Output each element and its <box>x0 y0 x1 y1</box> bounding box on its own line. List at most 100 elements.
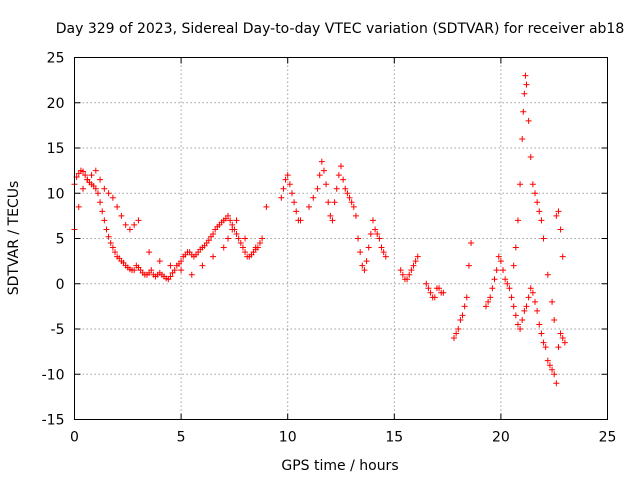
data-point <box>559 253 566 260</box>
data-point <box>404 276 411 283</box>
data-point <box>482 303 489 310</box>
data-point <box>525 117 532 124</box>
data-point <box>534 199 541 206</box>
data-point <box>220 244 227 251</box>
data-point <box>109 244 116 251</box>
data-point <box>329 217 336 224</box>
y-tick-labels: -15 -10 -5 0 5 10 15 20 25 <box>42 51 65 429</box>
data-point <box>242 249 249 256</box>
plot-frame <box>74 57 608 420</box>
data-point <box>239 244 246 251</box>
data-point <box>229 226 236 233</box>
data-point <box>357 249 364 256</box>
data-point <box>227 217 234 224</box>
y-tick-label: -5 <box>51 322 65 338</box>
data-point <box>327 212 334 219</box>
data-point <box>529 181 536 188</box>
data-point <box>557 330 564 337</box>
data-point <box>178 267 185 274</box>
data-point <box>519 135 526 142</box>
data-point <box>318 158 325 165</box>
data-point <box>534 307 541 314</box>
data-point <box>288 190 295 197</box>
data-point <box>525 294 532 301</box>
data-point <box>84 176 91 183</box>
data-point <box>320 167 327 174</box>
data-point <box>333 185 340 192</box>
data-point <box>131 221 138 228</box>
data-point <box>99 208 106 215</box>
data-point <box>536 321 543 328</box>
data-point <box>374 230 381 237</box>
data-point <box>346 194 353 201</box>
data-point <box>225 235 232 242</box>
data-point <box>306 203 313 210</box>
data-point <box>521 307 528 314</box>
data-point <box>520 108 527 115</box>
data-point <box>293 208 300 215</box>
data-point <box>235 235 242 242</box>
data-point <box>517 181 524 188</box>
data-point <box>210 230 217 237</box>
data-point <box>431 294 438 301</box>
data-point <box>118 212 125 219</box>
data-point <box>167 262 174 269</box>
data-point <box>491 276 498 283</box>
data-point <box>363 258 370 265</box>
y-tick-label: 25 <box>47 51 65 67</box>
data-point <box>399 271 406 278</box>
data-point <box>114 203 121 210</box>
data-point <box>101 185 108 192</box>
data-point <box>408 267 415 274</box>
y-tick-label: -15 <box>42 413 65 429</box>
data-point <box>369 217 376 224</box>
data-point <box>495 253 502 260</box>
data-point <box>101 217 108 224</box>
data-point <box>352 212 359 219</box>
data-point <box>325 199 332 206</box>
data-point <box>493 267 500 274</box>
data-point <box>297 217 304 224</box>
data-point <box>463 294 470 301</box>
data-point <box>178 258 185 265</box>
data-point <box>519 316 526 323</box>
data-point <box>233 217 240 224</box>
data-point <box>105 233 112 240</box>
data-point <box>561 339 568 346</box>
data-point <box>278 194 285 201</box>
data-point <box>310 194 317 201</box>
data-point <box>107 240 114 247</box>
data-point <box>167 273 174 280</box>
data-point <box>316 172 323 179</box>
data-point <box>378 244 385 251</box>
data-point <box>367 230 374 237</box>
data-point <box>344 190 351 197</box>
y-tick-label: 10 <box>47 186 65 202</box>
data-point <box>487 294 494 301</box>
data-point <box>523 303 530 310</box>
data-point <box>156 258 163 265</box>
data-point <box>551 371 558 378</box>
y-axis-label: SDTVAR / TECUs <box>6 181 22 296</box>
data-point <box>406 271 413 278</box>
data-point <box>455 326 462 332</box>
data-point <box>527 154 534 161</box>
y-tick-label: 0 <box>56 277 65 293</box>
data-point <box>553 212 560 219</box>
data-point <box>497 258 504 265</box>
data-point <box>521 90 528 97</box>
data-point <box>122 221 129 228</box>
data-point <box>536 208 543 215</box>
data-point <box>423 280 430 287</box>
data-point <box>527 285 534 292</box>
data-point <box>410 262 417 269</box>
data-point <box>331 199 338 206</box>
data-point <box>365 244 372 251</box>
data-point <box>92 185 99 192</box>
y-tick-label: 20 <box>47 96 65 112</box>
data-point <box>242 235 249 242</box>
data-point <box>544 271 551 278</box>
data-point <box>412 258 419 265</box>
data-point <box>523 81 530 88</box>
